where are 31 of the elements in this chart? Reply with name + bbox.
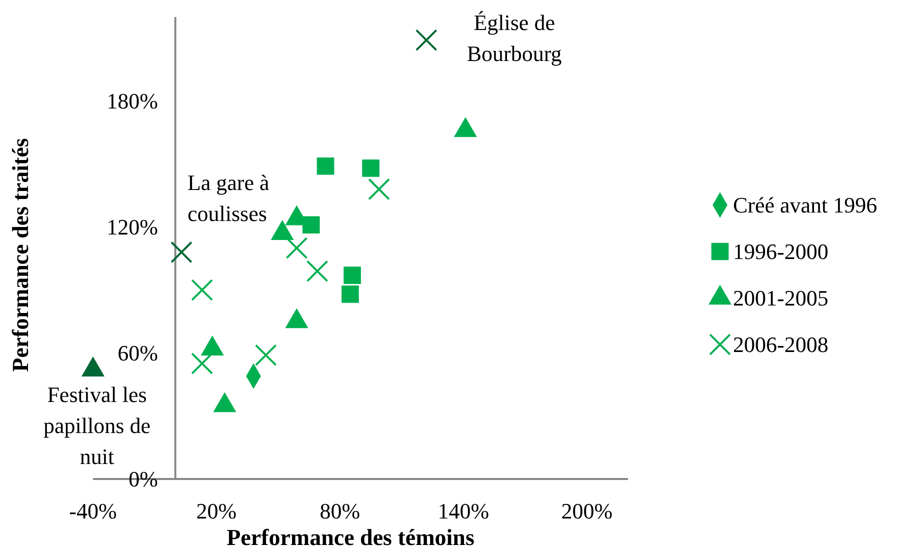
- point: [316, 157, 334, 175]
- point: [191, 279, 214, 301]
- annotation: Église de Bourbourg: [466, 10, 562, 66]
- x-tick-label: 200%: [561, 498, 613, 524]
- point: [362, 160, 380, 177]
- x-tick-label: -40%: [69, 498, 117, 524]
- annotation: La gare à coulisses: [187, 170, 270, 226]
- point: [286, 237, 308, 259]
- point: [368, 178, 390, 200]
- y-tick-label: 0%: [128, 466, 158, 492]
- x-tick-label: 80%: [320, 498, 360, 524]
- point: [306, 260, 328, 282]
- point: [344, 266, 361, 284]
- legend-label: 2001-2005: [733, 286, 828, 311]
- legend-label: 1996-2000: [733, 239, 828, 264]
- point: [415, 29, 438, 52]
- x-axis-title: Performance des témoins: [226, 525, 474, 550]
- legend-label: 2006-2008: [733, 332, 828, 358]
- annotation: Festival les papillons de nuit: [44, 382, 150, 469]
- point: [191, 352, 214, 374]
- x-tick-label: 20%: [196, 498, 237, 524]
- y-axis-title: Performance des traités: [8, 138, 33, 372]
- y-tick-label: 180%: [106, 88, 158, 114]
- point: [342, 286, 359, 303]
- point: [302, 216, 320, 234]
- legend-label: Créé avant 1996: [733, 192, 878, 218]
- point: [170, 241, 192, 264]
- y-tick-label: 60%: [118, 340, 158, 366]
- point: [254, 344, 277, 366]
- y-tick-label: 120%: [106, 214, 158, 240]
- x-tick-label: 140%: [438, 498, 490, 524]
